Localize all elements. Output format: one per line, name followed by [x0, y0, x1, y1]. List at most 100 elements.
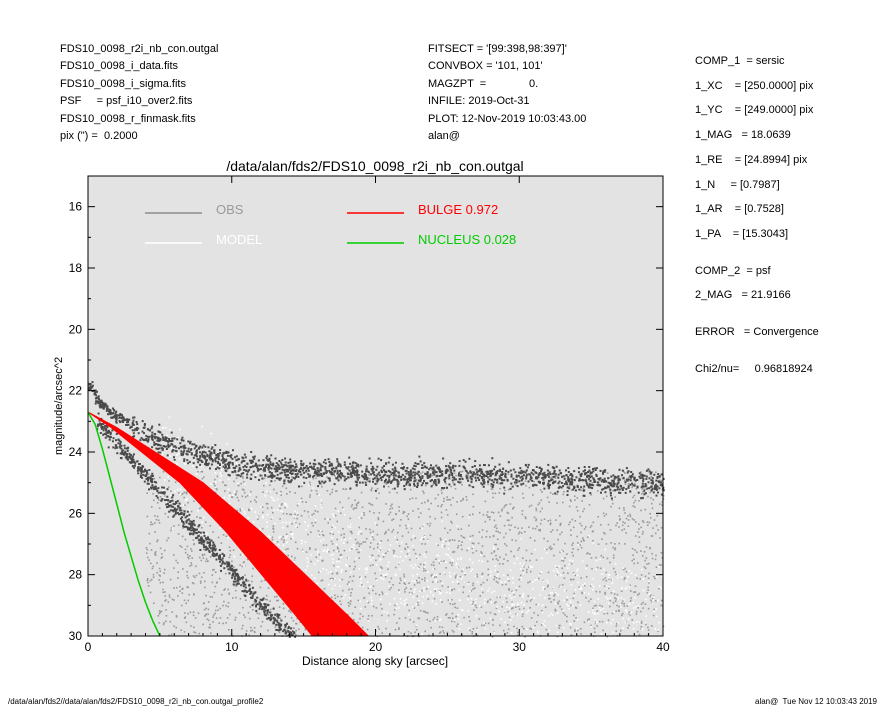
- obs-point: [291, 472, 294, 475]
- obs-point: [328, 550, 330, 553]
- obs-point: [204, 451, 207, 454]
- obs-point: [336, 573, 338, 575]
- obs-point: [621, 529, 623, 532]
- obs-point: [405, 524, 407, 527]
- obs-point: [132, 419, 135, 422]
- obs-point: [202, 531, 204, 533]
- obs-point: [501, 482, 504, 485]
- obs-point: [462, 591, 464, 594]
- obs-point: [101, 404, 104, 407]
- obs-point: [602, 487, 605, 490]
- obs-point: [633, 484, 636, 487]
- model-point: [201, 425, 204, 428]
- obs-point: [114, 412, 117, 415]
- obs-point: [453, 620, 456, 623]
- obs-point: [377, 543, 379, 545]
- obs-point: [424, 484, 427, 487]
- model-point: [577, 568, 579, 571]
- obs-point: [250, 626, 252, 629]
- obs-point: [489, 470, 492, 472]
- obs-point: [214, 585, 217, 588]
- obs-point: [232, 449, 234, 452]
- obs-point: [647, 607, 650, 610]
- obs-point: [201, 455, 204, 458]
- obs-point: [461, 470, 464, 473]
- obs-point: [322, 559, 324, 562]
- model-point: [334, 584, 336, 587]
- obs-point: [199, 463, 202, 466]
- obs-point: [387, 568, 389, 570]
- obs-point: [581, 479, 584, 482]
- obs-point: [118, 420, 121, 422]
- obs-point: [492, 619, 494, 621]
- obs-point: [633, 591, 635, 593]
- obs-point: [433, 576, 436, 579]
- obs-point: [233, 584, 236, 587]
- model-point: [394, 573, 397, 576]
- model-point: [415, 624, 418, 627]
- obs-point: [581, 591, 583, 594]
- model-point: [169, 429, 171, 431]
- model-point: [571, 559, 574, 562]
- obs-point: [290, 513, 293, 516]
- obs-point: [249, 459, 251, 462]
- obs-point: [391, 463, 394, 466]
- obs-point: [285, 533, 288, 536]
- obs-point: [525, 559, 528, 562]
- obs-point: [519, 594, 521, 597]
- obs-point: [587, 471, 589, 473]
- model-point: [628, 585, 631, 588]
- obs-point: [547, 463, 550, 466]
- obs-point: [94, 397, 97, 400]
- obs-point: [164, 568, 166, 571]
- obs-point: [321, 485, 323, 488]
- obs-point: [428, 634, 430, 637]
- obs-point: [645, 623, 647, 626]
- obs-point: [636, 551, 638, 553]
- model-point: [583, 592, 586, 594]
- obs-point: [586, 474, 589, 477]
- obs-point: [367, 601, 370, 604]
- obs-point: [197, 447, 200, 450]
- obs-point: [604, 491, 607, 494]
- model-point: [563, 627, 565, 629]
- obs-point: [460, 470, 462, 473]
- obs-point: [592, 478, 595, 481]
- obs-point: [346, 557, 349, 559]
- obs-point: [513, 555, 515, 558]
- obs-point: [199, 454, 202, 457]
- obs-point: [425, 482, 427, 485]
- model-point: [241, 508, 243, 510]
- model-point: [435, 581, 438, 583]
- model-point: [597, 613, 599, 615]
- model-point: [421, 633, 423, 635]
- obs-point: [409, 475, 412, 478]
- model-point: [413, 591, 415, 593]
- model-point: [244, 483, 246, 486]
- obs-point: [342, 527, 344, 530]
- model-point: [368, 586, 371, 589]
- obs-point: [267, 468, 270, 471]
- obs-point: [440, 516, 443, 519]
- model-point: [304, 521, 306, 523]
- obs-point: [529, 600, 532, 602]
- obs-point: [642, 490, 644, 493]
- model-point: [612, 618, 614, 621]
- obs-point: [522, 482, 525, 485]
- model-point: [554, 602, 557, 605]
- obs-point: [115, 414, 118, 416]
- model-point: [475, 615, 478, 617]
- obs-point: [286, 493, 288, 495]
- obs-point: [255, 603, 258, 606]
- obs-point: [650, 489, 653, 492]
- model-point: [542, 623, 544, 625]
- model-point: [629, 602, 631, 604]
- model-point: [220, 473, 223, 475]
- model-point: [402, 559, 404, 562]
- obs-point: [629, 479, 632, 482]
- obs-point: [91, 385, 94, 388]
- obs-point: [158, 507, 161, 509]
- obs-point: [396, 485, 399, 488]
- obs-point: [371, 487, 373, 489]
- model-point: [386, 573, 388, 575]
